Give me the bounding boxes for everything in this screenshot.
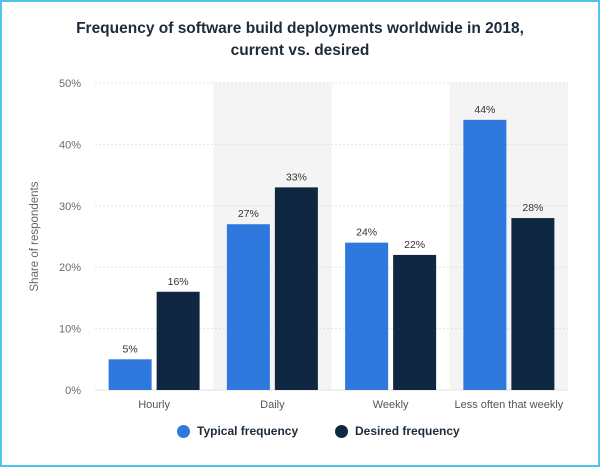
bar-typical-2: [345, 242, 389, 390]
y-tick-label: 0%: [65, 385, 81, 397]
data-label: 5%: [123, 343, 138, 355]
x-tick-label: Less often that weekly: [454, 399, 563, 411]
chart-title: Frequency of software build deployments …: [0, 18, 600, 62]
legend-label-typical: Typical frequency: [197, 424, 299, 438]
bar-typical-1: [226, 224, 270, 390]
data-label: 33%: [286, 171, 307, 183]
y-axis-label: Share of respondents: [29, 181, 41, 291]
legend-item-typical[interactable]: Typical frequency: [177, 424, 298, 438]
legend: Typical frequency Desired frequency: [0, 424, 600, 444]
y-tick-label: 30%: [59, 201, 81, 213]
legend-label-desired: Desired frequency: [355, 424, 460, 438]
data-label: 27%: [238, 208, 259, 220]
bar-desired-1: [274, 187, 318, 390]
y-tick-label: 50%: [59, 78, 81, 90]
legend-marker-typical: [177, 424, 190, 438]
legend-item-desired[interactable]: Desired frequency: [335, 424, 460, 438]
bar-typical-3: [463, 119, 507, 390]
data-label: 28%: [522, 202, 543, 214]
x-tick-label: Weekly: [373, 399, 409, 411]
y-tick-label: 10%: [59, 324, 81, 336]
chart-title-line-2: current vs. desired: [230, 42, 370, 59]
data-label: 44%: [474, 104, 495, 116]
data-label: 22%: [404, 239, 425, 251]
y-tick-label: 20%: [59, 262, 81, 274]
data-label: 24%: [356, 227, 377, 239]
bar-desired-0: [156, 291, 200, 390]
y-tick-label: 40%: [59, 139, 81, 151]
x-tick-label: Daily: [260, 399, 285, 411]
bar-typical-0: [108, 359, 152, 390]
bar-desired-2: [393, 254, 437, 390]
chart-title-line-1: Frequency of software build deployments …: [76, 20, 524, 37]
bar-desired-3: [511, 218, 555, 390]
legend-marker-desired: [335, 424, 348, 438]
x-tick-label: Hourly: [138, 399, 170, 411]
data-label: 16%: [168, 276, 189, 288]
